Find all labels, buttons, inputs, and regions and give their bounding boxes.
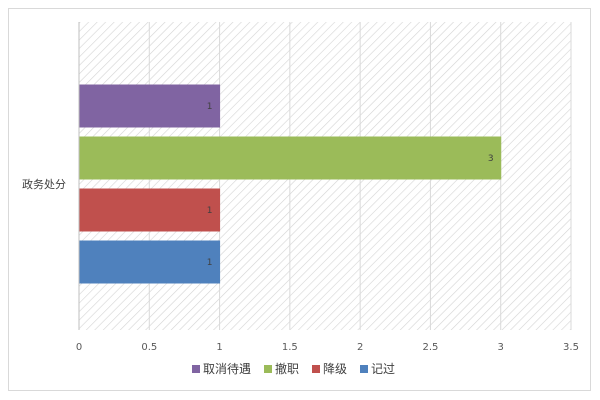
legend-swatch	[312, 365, 320, 373]
legend-swatch	[192, 365, 200, 373]
x-tick-label: 2	[357, 342, 363, 353]
x-tick-label: 3.5	[563, 342, 579, 353]
legend-swatch	[264, 365, 272, 373]
legend[interactable]: 取消待遇 撤职 降级 记过	[192, 361, 395, 376]
legend-label: 记过	[371, 362, 395, 376]
bar-series-2	[79, 136, 502, 180]
bar-series-0	[79, 240, 221, 284]
x-tick-label: 0.5	[141, 342, 157, 353]
data-label-series-3: 1	[207, 102, 213, 112]
data-label-series-0: 1	[207, 258, 213, 268]
legend-label: 降级	[323, 362, 347, 376]
axes: 0 0.5 1 1.5 2 2.5 3 3.5 政务处分	[22, 22, 579, 353]
legend-label: 取消待遇	[203, 362, 251, 376]
category-label: 政务处分	[22, 177, 66, 191]
x-tick-label: 0	[76, 342, 82, 353]
x-tick-label: 3	[498, 342, 504, 353]
bar-series-1	[79, 188, 221, 232]
data-label-series-1: 1	[207, 206, 213, 216]
bars: 1 1 3 1	[79, 84, 502, 284]
x-tick-label: 2.5	[422, 342, 438, 353]
bar-series-3	[79, 84, 221, 128]
x-tick-label: 1	[216, 342, 222, 353]
x-tick-label: 1.5	[282, 342, 298, 353]
legend-label: 撤职	[275, 361, 299, 376]
legend-swatch	[360, 365, 368, 373]
data-label-series-2: 3	[488, 154, 494, 164]
